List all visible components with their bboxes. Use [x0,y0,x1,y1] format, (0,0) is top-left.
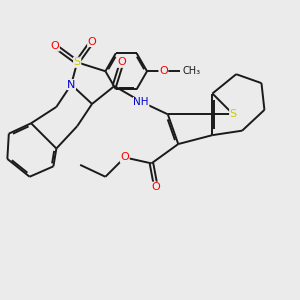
Text: O: O [117,57,126,67]
Text: O: O [159,66,168,76]
Text: O: O [50,41,59,51]
Text: N: N [67,80,75,90]
Text: S: S [74,57,81,67]
Text: O: O [120,152,129,162]
Text: NH: NH [133,98,149,107]
Text: O: O [152,182,160,192]
Text: O: O [88,37,96,46]
Text: S: S [230,109,237,119]
Text: CH₃: CH₃ [183,66,201,76]
